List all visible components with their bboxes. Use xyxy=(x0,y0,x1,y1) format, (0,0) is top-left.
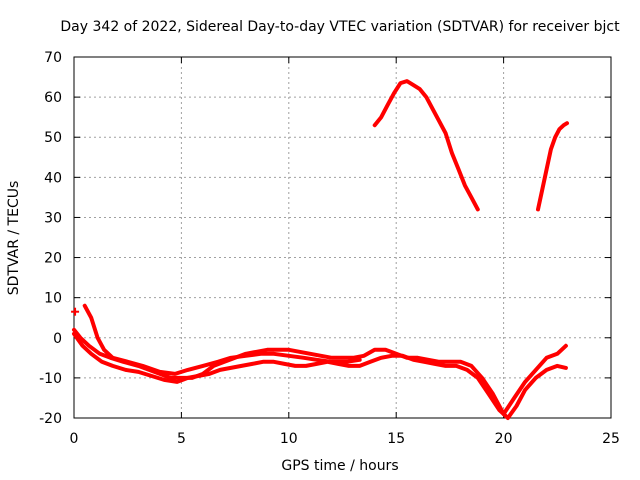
series-line-track-e xyxy=(536,121,569,212)
axis-ticks: 0 5 10 15 20 25 -20 -10 0 10 20 30 40 50 60 70 xyxy=(39,50,620,447)
series-line-track-b xyxy=(72,331,568,420)
x-axis-label: GPS time / hours xyxy=(281,458,398,474)
y-tick-label: 0 xyxy=(53,331,62,347)
grid xyxy=(74,57,611,418)
data-point-outlier xyxy=(71,307,80,316)
series-group xyxy=(71,79,569,420)
y-tick-label: 50 xyxy=(44,130,62,146)
y-tick-label: -20 xyxy=(39,411,62,427)
chart-title: Day 342 of 2022, Sidereal Day-to-day VTE… xyxy=(60,19,620,35)
y-tick-label: 70 xyxy=(44,50,62,66)
y-tick-label: 20 xyxy=(44,251,62,267)
x-tick-label: 15 xyxy=(387,431,405,447)
series-line-track-c xyxy=(82,303,362,376)
y-tick-label: -10 xyxy=(39,371,62,387)
x-tick-label: 20 xyxy=(495,431,513,447)
y-axis-label: SDTVAR / TECUs xyxy=(6,181,22,296)
plot-frame xyxy=(73,56,612,419)
series-line-track-d xyxy=(372,79,480,212)
x-tick-label: 10 xyxy=(280,431,298,447)
x-tick-label: 5 xyxy=(177,431,186,447)
y-tick-label: 40 xyxy=(44,170,62,186)
y-tick-label: 10 xyxy=(44,291,62,307)
y-tick-label: 30 xyxy=(44,210,62,226)
x-tick-label: 25 xyxy=(602,431,620,447)
y-tick-label: 60 xyxy=(44,90,62,106)
x-tick-label: 0 xyxy=(70,431,79,447)
